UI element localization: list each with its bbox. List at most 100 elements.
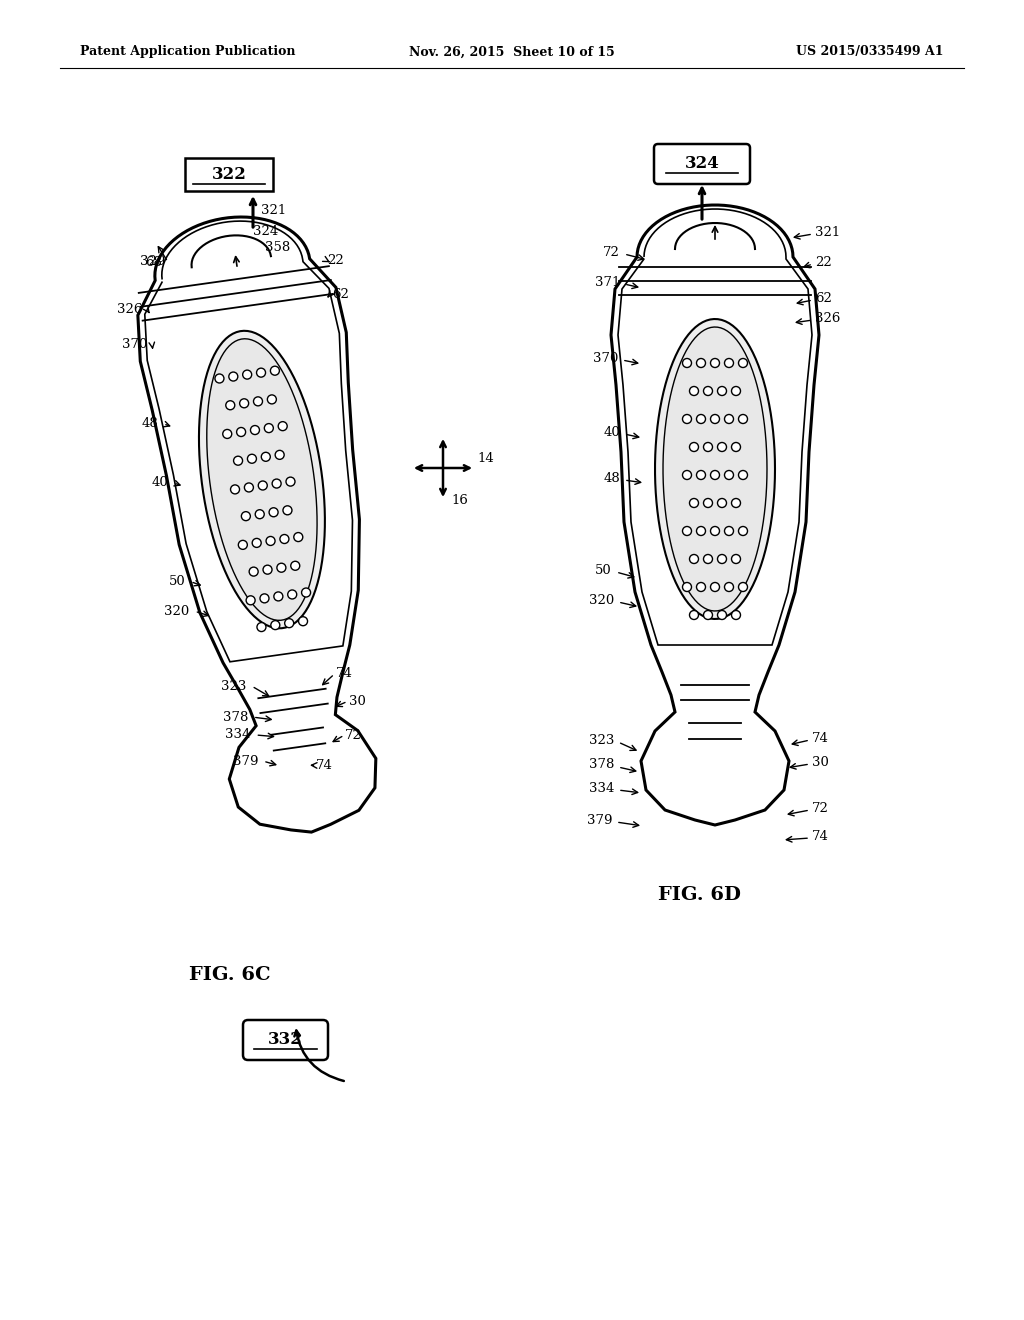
Circle shape (228, 372, 238, 381)
Text: 62: 62 (815, 292, 831, 305)
Circle shape (711, 527, 720, 536)
Circle shape (302, 587, 310, 597)
Text: 50: 50 (169, 576, 185, 587)
Text: FIG. 6C: FIG. 6C (189, 966, 270, 983)
Text: 30: 30 (348, 694, 366, 708)
Circle shape (261, 453, 270, 461)
Circle shape (240, 399, 249, 408)
Circle shape (703, 499, 713, 507)
Polygon shape (207, 339, 317, 620)
Circle shape (286, 477, 295, 486)
Circle shape (689, 499, 698, 507)
Circle shape (237, 428, 246, 437)
Text: 30: 30 (812, 755, 828, 768)
Circle shape (718, 442, 726, 451)
Text: 378: 378 (222, 710, 248, 723)
Circle shape (711, 359, 720, 367)
Text: 48: 48 (141, 417, 158, 430)
Text: 322: 322 (212, 166, 247, 183)
Circle shape (689, 387, 698, 396)
Text: 74: 74 (812, 731, 828, 744)
Circle shape (703, 442, 713, 451)
Text: 74: 74 (812, 829, 828, 842)
Text: 72: 72 (345, 729, 362, 742)
Circle shape (294, 532, 303, 541)
Circle shape (270, 366, 280, 375)
Text: 72: 72 (603, 246, 620, 259)
Circle shape (260, 594, 269, 603)
Circle shape (683, 359, 691, 367)
Circle shape (275, 450, 285, 459)
Circle shape (696, 414, 706, 424)
Circle shape (239, 540, 248, 549)
Circle shape (738, 582, 748, 591)
Circle shape (738, 359, 748, 367)
Text: 40: 40 (603, 425, 620, 438)
Text: Nov. 26, 2015  Sheet 10 of 15: Nov. 26, 2015 Sheet 10 of 15 (410, 45, 614, 58)
Circle shape (215, 374, 224, 383)
Circle shape (245, 483, 253, 492)
Circle shape (263, 565, 272, 574)
Circle shape (255, 510, 264, 519)
Circle shape (725, 470, 733, 479)
Text: 22: 22 (327, 253, 344, 267)
Circle shape (731, 554, 740, 564)
Text: 324: 324 (253, 224, 279, 238)
Circle shape (254, 397, 262, 405)
Circle shape (246, 595, 255, 605)
Text: 72: 72 (812, 801, 828, 814)
Text: 320: 320 (589, 594, 614, 606)
Circle shape (731, 387, 740, 396)
FancyBboxPatch shape (654, 144, 750, 183)
Text: 334: 334 (225, 729, 251, 742)
Circle shape (696, 470, 706, 479)
Circle shape (738, 414, 748, 424)
Polygon shape (138, 216, 376, 832)
Circle shape (276, 564, 286, 572)
Circle shape (731, 610, 740, 619)
Circle shape (731, 499, 740, 507)
Text: 320: 320 (164, 605, 189, 618)
Circle shape (711, 470, 720, 479)
Circle shape (223, 429, 231, 438)
Circle shape (251, 425, 259, 434)
Text: 22: 22 (815, 256, 831, 268)
Text: 378: 378 (589, 759, 614, 771)
Circle shape (683, 470, 691, 479)
Text: 74: 74 (316, 759, 333, 772)
Circle shape (725, 527, 733, 536)
Text: 370: 370 (593, 351, 618, 364)
Text: 334: 334 (589, 781, 614, 795)
Text: 50: 50 (595, 564, 612, 577)
FancyBboxPatch shape (243, 1020, 328, 1060)
Circle shape (264, 424, 273, 433)
Circle shape (258, 480, 267, 490)
Circle shape (269, 508, 279, 516)
Text: 326: 326 (815, 312, 841, 325)
Circle shape (696, 359, 706, 367)
Text: 323: 323 (589, 734, 614, 747)
Polygon shape (611, 205, 819, 825)
Text: 379: 379 (232, 755, 258, 768)
Circle shape (689, 442, 698, 451)
Circle shape (285, 619, 294, 628)
Polygon shape (663, 327, 767, 611)
Circle shape (225, 401, 234, 409)
Circle shape (288, 590, 297, 599)
Circle shape (299, 616, 307, 626)
Circle shape (703, 610, 713, 619)
Circle shape (279, 421, 287, 430)
Circle shape (242, 512, 250, 520)
Text: 324: 324 (685, 156, 720, 173)
Circle shape (257, 623, 266, 631)
Text: 68: 68 (145, 256, 162, 268)
Circle shape (683, 527, 691, 536)
Circle shape (703, 387, 713, 396)
Circle shape (718, 387, 726, 396)
Circle shape (249, 568, 258, 576)
Circle shape (291, 561, 300, 570)
Circle shape (248, 454, 256, 463)
Circle shape (267, 395, 276, 404)
Circle shape (718, 610, 726, 619)
Text: 48: 48 (603, 471, 620, 484)
